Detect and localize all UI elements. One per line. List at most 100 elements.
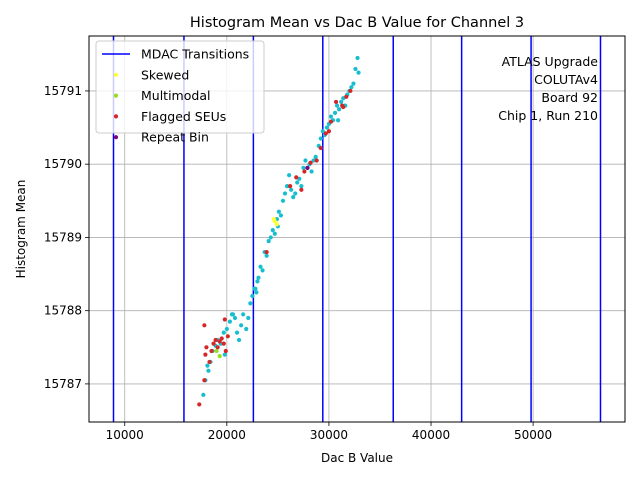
data-point: [334, 103, 340, 108]
series-repeat-bin: [305, 165, 310, 170]
data-point: [223, 348, 228, 354]
legend-label: Multimodal: [141, 88, 210, 103]
x-tick-label: 20000: [208, 428, 246, 442]
data-point: [309, 169, 314, 174]
data-point: [271, 217, 276, 222]
x-tick-label: 30000: [310, 428, 348, 442]
data-point: [207, 359, 212, 365]
data-point: [224, 326, 229, 332]
data-point: [215, 345, 220, 350]
data-point: [287, 173, 292, 178]
data-point: [353, 66, 358, 72]
data-point: [256, 275, 261, 280]
annotation-line: Chip 1, Run 210: [498, 108, 598, 123]
data-point: [205, 363, 210, 368]
y-axis-label: Histogram Mean: [14, 180, 28, 279]
data-point: [337, 107, 342, 112]
data-point: [313, 154, 318, 159]
x-tick-label: 40000: [412, 428, 450, 442]
data-point: [268, 235, 273, 240]
legend-swatch-dot: [113, 114, 119, 119]
data-point: [314, 158, 319, 163]
data-point: [234, 330, 240, 335]
data-point: [293, 191, 298, 196]
data-point: [201, 392, 206, 397]
data-point: [254, 290, 259, 295]
data-point: [204, 345, 209, 350]
data-point: [324, 125, 329, 130]
data-point: [258, 264, 263, 269]
data-point: [217, 353, 222, 359]
y-tick-label: 15789: [44, 230, 82, 244]
data-point: [248, 301, 253, 306]
y-tick-label: 15791: [44, 84, 82, 98]
data-point: [299, 187, 304, 192]
data-point: [356, 70, 361, 75]
series-skewed: [271, 217, 279, 227]
data-point: [311, 158, 316, 163]
data-point: [222, 317, 227, 322]
data-point: [232, 315, 238, 321]
y-tick-label: 15787: [44, 377, 82, 391]
data-point: [244, 326, 249, 332]
data-point: [264, 249, 269, 255]
data-point: [278, 213, 284, 218]
data-point: [274, 222, 279, 227]
data-point: [336, 118, 341, 123]
data-point: [318, 136, 323, 141]
data-point: [225, 334, 230, 339]
data-point: [282, 191, 288, 196]
legend-box: [95, 40, 265, 134]
data-point: [308, 160, 313, 165]
data-point: [203, 352, 208, 357]
data-point: [241, 312, 246, 317]
data-point: [217, 339, 222, 344]
data-point: [288, 184, 293, 189]
data-point: [355, 55, 360, 61]
data-point: [221, 341, 226, 346]
plot-area: 10000 20000 30000 40000 50000 15787 15788 15789…: [44, 35, 626, 442]
x-tick-label: 50000: [514, 428, 552, 442]
chart-title: Histogram Mean vs Dac B Value for Channe…: [190, 15, 524, 31]
data-point: [239, 323, 244, 328]
data-point: [351, 81, 356, 86]
legend: MDAC Transitions Skewed Multimodal Flagged …: [95, 40, 265, 145]
data-point: [202, 378, 207, 383]
data-point: [328, 119, 334, 124]
data-point: [284, 184, 290, 189]
data-point: [264, 253, 269, 258]
data-point: [291, 195, 296, 200]
data-point: [333, 99, 339, 105]
data-point: [299, 184, 304, 189]
axes-frame: [88, 35, 626, 423]
data-point: [320, 129, 325, 134]
legend-label: Repeat Bin: [141, 130, 209, 145]
data-point: [209, 348, 214, 354]
data-point: [230, 312, 236, 317]
data-point: [323, 131, 328, 136]
legend-swatch-dot: [113, 72, 119, 77]
data-point: [246, 315, 251, 321]
data-point: [211, 341, 216, 346]
data-point: [214, 348, 219, 354]
data-point: [222, 352, 227, 357]
data-point: [197, 402, 202, 407]
annotation-line: Board 92: [541, 90, 598, 105]
annotation-line: COLUTAv4: [534, 72, 598, 87]
x-tick-label: 10000: [106, 428, 144, 442]
data-point: [295, 180, 300, 185]
data-point: [305, 165, 310, 170]
data-point: [270, 227, 275, 233]
data-point: [202, 323, 207, 328]
data-point: [276, 209, 281, 214]
data-point: [339, 99, 344, 105]
data-point: [206, 368, 211, 373]
data-point: [250, 293, 255, 299]
data-point: [219, 336, 224, 341]
data-point: [294, 175, 299, 180]
data-point: [341, 104, 346, 110]
series-multimodal: [214, 348, 222, 359]
legend-swatch-dot: [113, 93, 119, 98]
data-point: [266, 238, 271, 244]
